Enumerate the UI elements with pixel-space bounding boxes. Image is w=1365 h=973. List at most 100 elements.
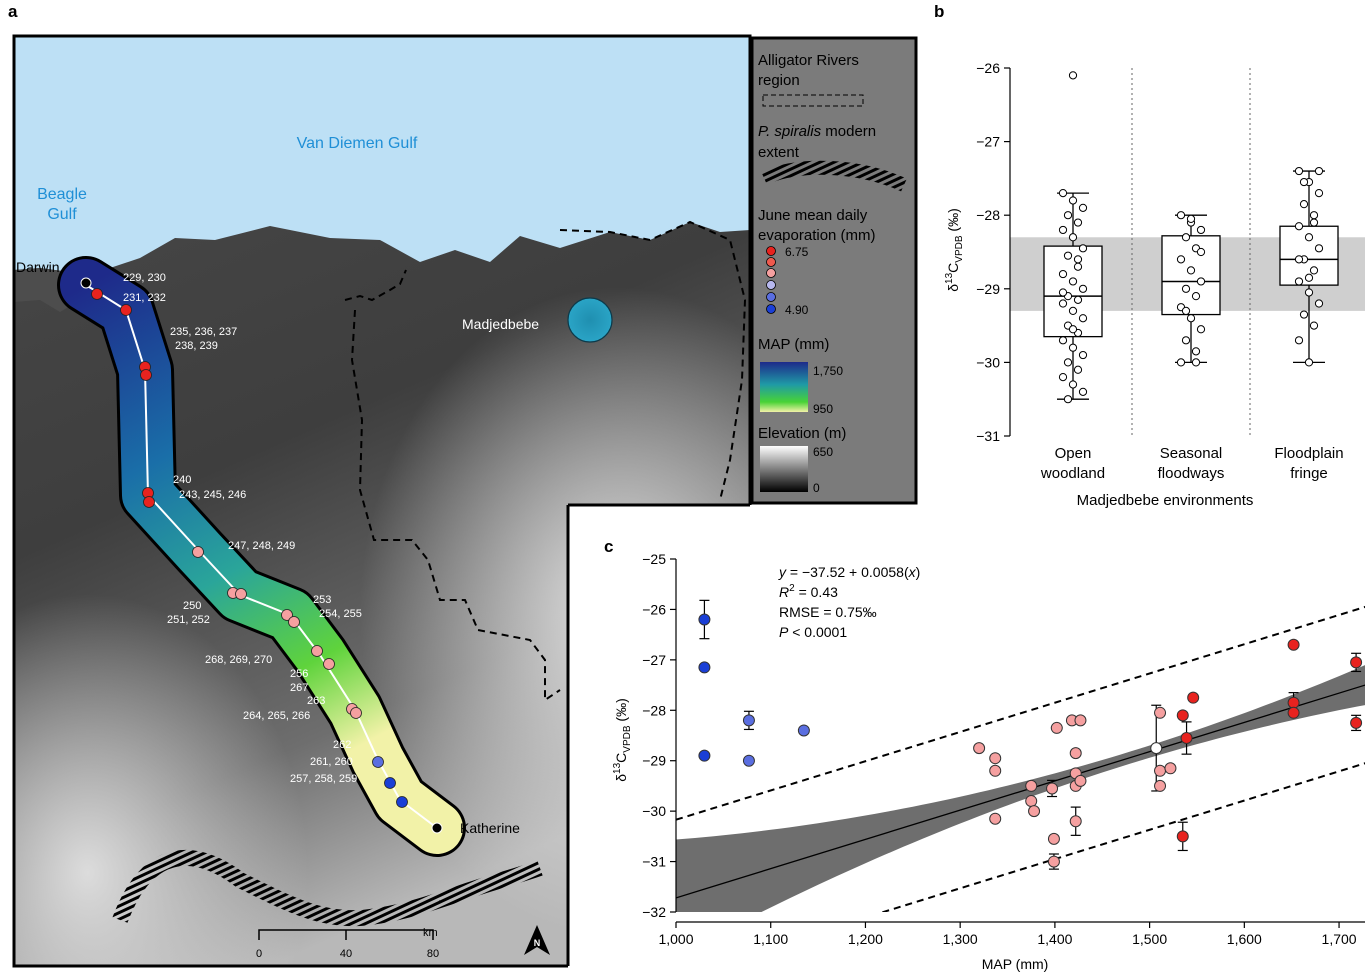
c-point	[1069, 747, 1082, 760]
c-point	[1164, 762, 1177, 775]
map-frame	[12, 34, 752, 968]
b-point	[1176, 358, 1186, 367]
b-point	[1063, 251, 1073, 260]
b-category-label: fringe	[1290, 465, 1328, 482]
b-point	[1058, 288, 1068, 297]
c-x-tick-label: 1,700	[1322, 931, 1357, 947]
legend-map-title: MAP (mm)	[758, 336, 829, 353]
sample-labels: 229, 230 231, 232 235, 236, 237 238, 239 240…	[123, 272, 362, 785]
legend-map-min: 950	[813, 402, 833, 416]
c-point	[973, 742, 986, 755]
b-point	[1181, 306, 1191, 315]
c-y-tick-label: −27	[642, 652, 666, 668]
b-point	[1176, 211, 1186, 220]
legend-evap-1: June mean daily	[758, 207, 868, 224]
sample-point	[396, 796, 408, 808]
b-point	[1181, 336, 1191, 345]
legend-ps-suffix: modern	[821, 123, 876, 140]
sample-point	[372, 756, 384, 768]
van-diemen-gulf-label: Van Diemen Gulf	[297, 135, 418, 152]
c-point	[1180, 732, 1193, 745]
legend-arr-2: region	[758, 72, 800, 89]
b-point	[1073, 365, 1083, 374]
c-prediction-lower	[880, 762, 1365, 912]
c-point	[698, 661, 711, 674]
b-y-tick-label: −31	[976, 428, 1000, 444]
b-point	[1176, 255, 1186, 264]
legend-evap-dot-6	[766, 304, 776, 314]
c-y-tick-label: −28	[642, 702, 666, 718]
c-eq-body: = −37.52 + 0.0058(	[786, 564, 909, 580]
b-point	[1304, 288, 1314, 297]
b-point	[1294, 166, 1304, 176]
beagle-gulf-label-1: Beagle	[37, 186, 87, 203]
sample-label: 263	[307, 695, 325, 707]
c-point	[1046, 782, 1059, 795]
b-point	[1058, 299, 1068, 308]
legend-evap-dot-2	[766, 257, 776, 267]
b-category-label: Floodplain	[1274, 445, 1343, 462]
b-y-axis-label: δ13CVPDB (‰)	[944, 208, 965, 292]
b-point	[1304, 233, 1314, 242]
legend-elev-title: Elevation (m)	[758, 425, 846, 442]
c-r2-value: = 0.43	[795, 584, 838, 600]
c-rmse: RMSE = 0.75‰	[779, 604, 877, 620]
b-point	[1073, 295, 1083, 304]
c-x-tick-label: 1,600	[1227, 931, 1262, 947]
sample-label: 267	[290, 682, 308, 694]
c-y-tick-label: −26	[642, 601, 666, 617]
c-equation: y = −37.52 + 0.0058(x)	[778, 564, 920, 580]
c-point	[1047, 855, 1060, 868]
b-point	[1068, 325, 1078, 334]
c-y-axis-label: δ13CVPDB (‰)	[612, 698, 633, 782]
c-y-tick-label: −25	[642, 551, 666, 567]
b-category-label: woodland	[1040, 465, 1105, 482]
sample-label: 268, 269, 270	[205, 654, 272, 666]
sea-water	[14, 36, 750, 272]
c-y-tick-label: −31	[642, 854, 666, 870]
sample-label: 262	[333, 739, 351, 751]
legend-evap-dot-3	[766, 268, 776, 278]
panel-a-letter: a	[8, 2, 18, 21]
sample-label: 238, 239	[175, 340, 218, 352]
c-x-tick-label: 1,200	[848, 931, 883, 947]
sample-point	[311, 645, 323, 657]
b-point	[1191, 347, 1201, 356]
sample-label: 253	[313, 594, 331, 606]
c-point	[1154, 779, 1167, 792]
b-point	[1196, 247, 1206, 257]
sample-label: 256	[290, 668, 308, 680]
legend-elev-gradient	[760, 446, 808, 492]
sample-point	[140, 369, 152, 381]
b-point	[1309, 266, 1319, 275]
b-point	[1068, 380, 1078, 389]
b-point	[1078, 244, 1088, 253]
b-x-axis-label: Madjedbebe environments	[1077, 492, 1254, 509]
c-p-value: P < 0.0001	[779, 624, 847, 640]
c-x-tick-label: 1,400	[1037, 931, 1072, 947]
c-y-tick-label: −30	[642, 803, 666, 819]
b-y-tick-label: −30	[976, 354, 1000, 370]
panel-b-letter: b	[934, 2, 944, 21]
darwin-marker	[80, 277, 92, 289]
legend-ps-2: extent	[758, 144, 800, 161]
sample-label: 243, 245, 246	[179, 489, 246, 501]
b-point	[1181, 233, 1191, 242]
c-point	[1350, 716, 1363, 729]
b-point	[1058, 336, 1068, 345]
sample-label: 254, 255	[319, 608, 362, 620]
legend-elev-max: 650	[813, 445, 833, 459]
beagle-gulf-label-2: Gulf	[47, 206, 77, 223]
p-spiralis-extent	[112, 849, 543, 927]
sample-label: 231, 232	[123, 292, 166, 304]
b-point	[1294, 277, 1304, 286]
b-point	[1314, 189, 1324, 198]
c-point	[1287, 706, 1300, 719]
b-box	[1043, 245, 1103, 338]
c-point	[742, 754, 755, 767]
b-point	[1073, 262, 1083, 271]
sample-point	[384, 777, 396, 789]
c-x-tick-label: 1,100	[753, 931, 788, 947]
chart-c: δ13CVPDB (‰) MAP (mm) y = −37.52 + 0.005…	[612, 551, 1365, 972]
c-point	[1025, 795, 1038, 808]
